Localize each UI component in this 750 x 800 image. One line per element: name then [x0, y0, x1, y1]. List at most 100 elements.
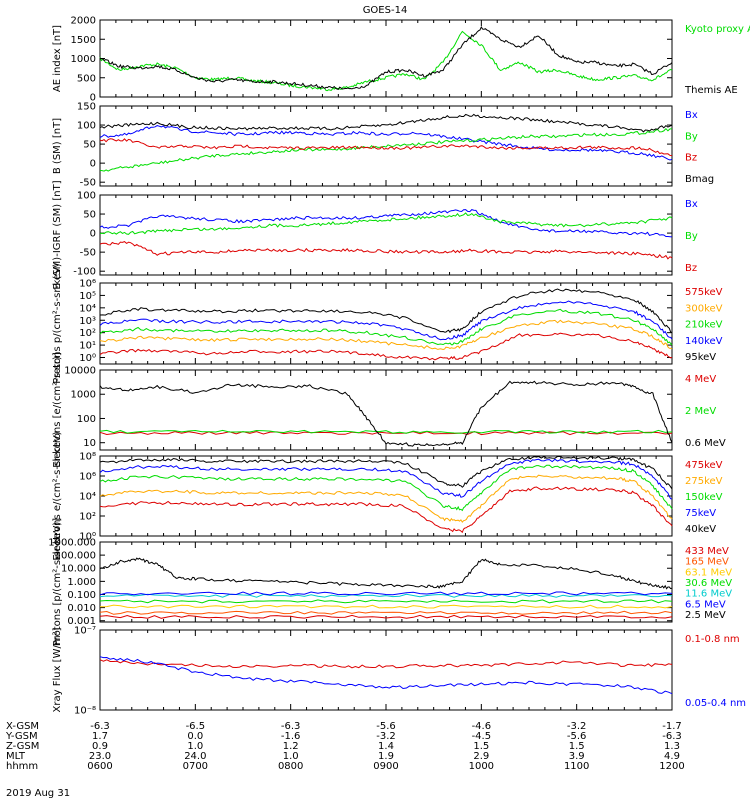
series-line-6-5-mev [99, 591, 673, 596]
legend-label: Kyoto proxy AE [685, 24, 750, 35]
panel-frame [99, 541, 673, 623]
footer-value: -6.3 [662, 731, 682, 742]
y-tick-label: 50 [83, 210, 96, 221]
y-tick-label: 500 [77, 73, 96, 84]
series-line-275kev [99, 474, 673, 523]
legend-label: 2.5 MeV [685, 610, 726, 621]
legend-label: 4 MeV [685, 374, 716, 385]
legend-label: 433 MeV [685, 546, 729, 557]
series-line-bmag [99, 113, 673, 133]
series-line-bz [99, 241, 673, 260]
y-tick-label: 10⁰ [79, 532, 96, 543]
series-line-140kev [99, 300, 673, 341]
footer-value: 0900 [373, 761, 398, 772]
footer-value: -6.5 [186, 721, 206, 732]
y-tick-label: 0 [90, 159, 96, 170]
series-line-0-6-mev [99, 380, 673, 447]
series-line-by [99, 127, 672, 172]
legend-label: 475keV [685, 460, 723, 471]
y-tick-label: 1000 [71, 390, 96, 401]
y-tick-label: 1000.000 [48, 538, 96, 549]
footer-value: 0600 [87, 761, 112, 772]
y-axis-label: Protons [p/(cm²-s-sr-keV)] [52, 518, 63, 646]
footer-value: -3.2 [567, 721, 587, 732]
panel-8: 10⁻⁸ 10⁻⁷ Xray Flux [W/m²] 0.1-0.8 nm 0.05-0… [52, 626, 746, 717]
footer-value: 1.9 [378, 751, 394, 762]
footer-value: 1000 [469, 761, 494, 772]
footer-value: 1200 [659, 761, 684, 772]
legend-label: 150keV [685, 492, 723, 503]
footer-value: 0.9 [92, 741, 108, 752]
footer-ephemeris: X-GSM -6.3 -6.5 -6.3 -5.6 -4.6 -3.2 -1.7 Y-GSM 1.… [5, 721, 685, 772]
y-tick-label: 10² [79, 328, 96, 339]
legend-label: Themis AE [684, 85, 738, 96]
series-line-95kev [99, 288, 673, 334]
y-tick-label: -50 [80, 248, 96, 259]
legend-label: By [685, 231, 698, 242]
footer-value: -5.6 [567, 731, 587, 742]
panel-frame [99, 282, 673, 365]
legend-label: Bz [685, 153, 697, 164]
series-line-bx [99, 209, 673, 238]
series-line-75kev [99, 458, 673, 500]
footer-value: 0800 [278, 761, 303, 772]
y-tick-label: 10² [79, 512, 96, 523]
series-line-11-6-mev [99, 593, 673, 598]
y-tick-label: 10⁰ [79, 353, 96, 364]
panel-frame [99, 194, 673, 276]
legend-label: 63.1 MeV [685, 567, 732, 578]
y-tick-label: 0.001 [67, 616, 96, 627]
legend-label: 0.05-0.4 nm [685, 698, 746, 709]
panel-frame [99, 629, 673, 711]
panel-2: -50 0 50 100 150 B (SM) [nT] Bx By Bz Bmag [52, 102, 714, 189]
footer-value: -1.7 [662, 721, 682, 732]
y-tick-label: 100 [77, 191, 96, 202]
legend-label: 6.5 MeV [685, 599, 726, 610]
legend-label: Bz [685, 263, 697, 274]
y-tick-label: 10.000 [61, 564, 96, 575]
panel-1: 0 500 1000 1500 2000 AE index [nT] Kyoto proxy… [52, 16, 750, 104]
y-tick-label: 10⁴ [79, 492, 96, 503]
legend-label: Bmag [685, 174, 714, 185]
series-line-kyoto-proxy-ae [99, 30, 673, 92]
footer-value: -1.6 [281, 731, 301, 742]
panel-7: 0.001 0.010 0.100 1.000 10.000 100.000 1000.00… [48, 518, 732, 646]
footer-row-label: X-GSM [6, 721, 39, 732]
y-tick-label: 1000 [71, 54, 96, 65]
footer-value: 1.3 [664, 741, 680, 752]
y-tick-label: -100 [73, 267, 96, 278]
footer-value: 1.2 [283, 741, 299, 752]
y-tick-label: 0 [90, 229, 96, 240]
legend-label: 140keV [685, 336, 723, 347]
footer-value: -6.3 [281, 721, 301, 732]
footer-value: 24.0 [184, 751, 206, 762]
y-tick-label: 10⁸ [79, 452, 96, 463]
y-tick-label: 150 [77, 102, 96, 113]
footer-value: 0.0 [187, 731, 203, 742]
footer-row-label: Y-GSM [5, 731, 38, 742]
footer-value: 1.0 [187, 741, 203, 752]
footer-value: 1.4 [378, 741, 394, 752]
legend-label: 275keV [685, 476, 723, 487]
legend-label: 11.6 MeV [685, 589, 732, 600]
footer-value: -4.5 [472, 731, 492, 742]
y-tick-label: 10⁴ [79, 303, 96, 314]
y-tick-label: 10⁶ [79, 472, 96, 483]
series-line-40kev [99, 455, 673, 490]
y-axis-label: AE index [nT] [52, 25, 63, 92]
legend-label: Bx [685, 110, 698, 121]
footer-value: 2.9 [473, 751, 489, 762]
legend-label: 0.6 MeV [685, 438, 726, 449]
y-tick-label: 10000 [64, 366, 96, 377]
series-line-bx [99, 125, 673, 161]
y-axis-label: Xray Flux [W/m²] [52, 627, 63, 712]
series-line-300kev [99, 319, 673, 351]
series-line-165-mev [99, 610, 673, 615]
y-tick-label: -50 [80, 178, 96, 189]
series-line-475kev [99, 486, 673, 534]
legend-label: By [685, 131, 698, 142]
y-tick-label: 10³ [79, 316, 96, 327]
y-axis-label: B (SM)-IGRF (SM) [nT] [52, 180, 63, 289]
